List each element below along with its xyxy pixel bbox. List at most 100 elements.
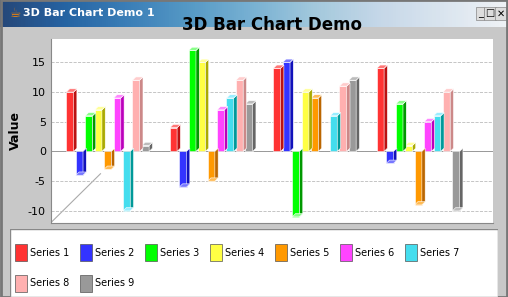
Polygon shape (453, 208, 463, 211)
Polygon shape (396, 101, 406, 104)
Bar (275, 244, 288, 261)
Bar (198, 62, 205, 151)
Polygon shape (111, 148, 115, 169)
Bar (123, 151, 130, 211)
Polygon shape (76, 172, 86, 175)
Polygon shape (177, 124, 180, 151)
Polygon shape (302, 89, 312, 92)
Bar (15, 244, 27, 261)
Polygon shape (349, 77, 360, 80)
Polygon shape (337, 113, 340, 151)
Bar (415, 151, 422, 205)
Text: Series 5: Series 5 (290, 248, 329, 257)
Polygon shape (227, 95, 237, 98)
Polygon shape (386, 160, 397, 163)
Bar (208, 151, 215, 181)
Bar (188, 50, 196, 151)
Polygon shape (114, 95, 124, 98)
Bar (424, 122, 431, 151)
Polygon shape (104, 166, 115, 169)
Polygon shape (346, 83, 350, 151)
Polygon shape (83, 148, 86, 175)
Polygon shape (339, 83, 350, 86)
Bar (179, 151, 186, 187)
Polygon shape (149, 142, 152, 151)
Bar (453, 151, 460, 211)
Text: Series 1: Series 1 (29, 248, 69, 257)
Text: Series 7: Series 7 (420, 248, 459, 257)
Polygon shape (330, 113, 340, 116)
Text: ☕: ☕ (9, 7, 20, 20)
Polygon shape (215, 148, 218, 181)
Polygon shape (412, 142, 416, 151)
Polygon shape (198, 59, 209, 62)
Polygon shape (300, 148, 303, 217)
Bar (67, 92, 74, 151)
Polygon shape (74, 89, 77, 151)
Polygon shape (208, 178, 218, 181)
Polygon shape (186, 148, 190, 187)
Bar (76, 151, 83, 175)
Bar (396, 104, 403, 151)
Bar (405, 146, 412, 151)
Polygon shape (319, 95, 322, 151)
Title: 3D Bar Chart Demo: 3D Bar Chart Demo (182, 16, 362, 34)
Bar (104, 151, 111, 169)
Polygon shape (415, 202, 425, 205)
Polygon shape (283, 59, 293, 62)
Polygon shape (236, 77, 246, 80)
Polygon shape (179, 184, 190, 187)
Bar (349, 80, 356, 151)
Bar (302, 92, 309, 151)
Polygon shape (431, 119, 435, 151)
Polygon shape (443, 89, 454, 92)
Polygon shape (273, 65, 284, 68)
Polygon shape (121, 95, 124, 151)
Polygon shape (123, 208, 134, 211)
Text: Series 3: Series 3 (160, 248, 199, 257)
Bar (94, 110, 102, 151)
Polygon shape (234, 95, 237, 151)
Polygon shape (130, 148, 134, 211)
Text: Series 9: Series 9 (94, 278, 134, 288)
Polygon shape (424, 119, 435, 122)
Polygon shape (252, 101, 256, 151)
Bar (405, 244, 418, 261)
Polygon shape (290, 59, 293, 151)
Polygon shape (450, 89, 454, 151)
Bar (15, 275, 27, 292)
Polygon shape (102, 107, 105, 151)
Polygon shape (311, 95, 322, 98)
Polygon shape (85, 113, 96, 116)
Bar (217, 110, 225, 151)
Polygon shape (422, 148, 425, 205)
Bar (170, 128, 177, 151)
Polygon shape (205, 59, 209, 151)
Text: Series 6: Series 6 (355, 248, 394, 257)
Bar (227, 98, 234, 151)
Polygon shape (94, 107, 105, 110)
Bar (292, 151, 300, 217)
Text: Series 2: Series 2 (94, 248, 134, 257)
Polygon shape (441, 113, 444, 151)
Bar (114, 98, 121, 151)
Bar (377, 68, 384, 151)
Text: _: _ (478, 8, 483, 18)
Bar (283, 62, 290, 151)
Polygon shape (356, 77, 360, 151)
Polygon shape (280, 65, 284, 151)
Polygon shape (92, 113, 96, 151)
Polygon shape (405, 142, 416, 146)
Polygon shape (460, 148, 463, 211)
Bar (80, 275, 92, 292)
Bar (85, 116, 92, 151)
Polygon shape (67, 89, 77, 92)
Polygon shape (384, 65, 388, 151)
Polygon shape (433, 113, 444, 116)
Bar (311, 98, 319, 151)
Polygon shape (170, 124, 180, 128)
Text: □: □ (486, 8, 495, 18)
Text: 3D Bar Chart Demo 1: 3D Bar Chart Demo 1 (23, 8, 154, 18)
Bar (330, 116, 337, 151)
Polygon shape (403, 101, 406, 151)
